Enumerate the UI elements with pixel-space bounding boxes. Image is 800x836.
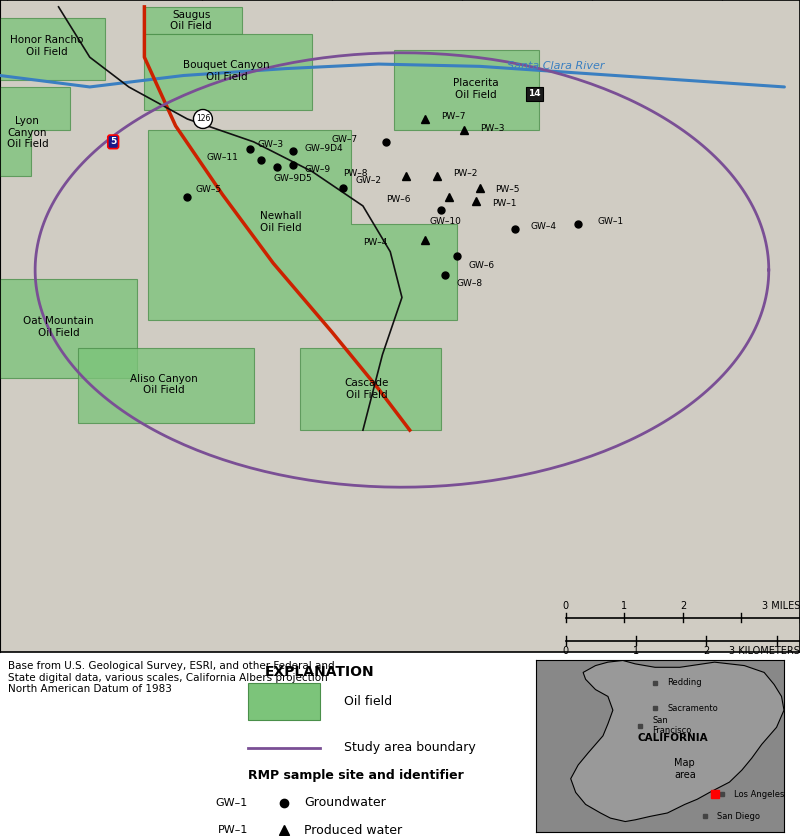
Text: Oil field: Oil field xyxy=(344,696,392,708)
Text: Bouquet Canyon
Oil Field: Bouquet Canyon Oil Field xyxy=(183,60,270,82)
Text: PW–4: PW–4 xyxy=(363,238,387,247)
Text: San
Francisco: San Francisco xyxy=(653,716,692,736)
Text: Study area boundary: Study area boundary xyxy=(344,742,476,754)
Text: Groundwater: Groundwater xyxy=(304,797,386,809)
Text: 0: 0 xyxy=(562,600,569,610)
Polygon shape xyxy=(0,279,137,378)
Polygon shape xyxy=(144,7,242,34)
Text: PW–5: PW–5 xyxy=(496,186,520,195)
Text: GW–8: GW–8 xyxy=(457,279,482,288)
Text: 14: 14 xyxy=(528,89,541,99)
Polygon shape xyxy=(394,50,538,130)
Text: Sacramento: Sacramento xyxy=(667,704,718,713)
Text: GW–5: GW–5 xyxy=(195,186,222,195)
Text: CALIFORNIA: CALIFORNIA xyxy=(637,732,708,742)
Text: PW–8: PW–8 xyxy=(343,170,368,178)
Text: Lyon
Canyon
Oil Field: Lyon Canyon Oil Field xyxy=(6,116,48,150)
Text: RMP sample site and identifier: RMP sample site and identifier xyxy=(248,769,464,782)
Text: PW–1: PW–1 xyxy=(492,199,516,208)
Text: GW–10: GW–10 xyxy=(430,217,461,227)
Text: GW–7: GW–7 xyxy=(332,135,358,144)
Text: PW–3: PW–3 xyxy=(480,124,505,133)
Text: 1: 1 xyxy=(633,646,639,656)
Polygon shape xyxy=(301,348,441,431)
Text: Saugus
Oil Field: Saugus Oil Field xyxy=(170,10,212,32)
Text: Base from U.S. Geological Survey, ESRI, and other Federal and
State digital data: Base from U.S. Geological Survey, ESRI, … xyxy=(8,661,334,695)
Text: GW–1: GW–1 xyxy=(216,798,248,808)
Polygon shape xyxy=(144,34,312,110)
Text: Map
area: Map area xyxy=(674,758,696,780)
Text: GW–4: GW–4 xyxy=(530,222,557,231)
Text: GW–2: GW–2 xyxy=(355,176,381,186)
Text: PW–6: PW–6 xyxy=(386,195,411,203)
Text: Los Angeles: Los Angeles xyxy=(734,790,785,798)
Text: Honor Rancho
Oil Field: Honor Rancho Oil Field xyxy=(10,35,83,57)
Text: 3 MILES: 3 MILES xyxy=(762,600,800,610)
Text: Produced water: Produced water xyxy=(304,824,402,836)
Text: Santa Clara River: Santa Clara River xyxy=(507,61,605,70)
Text: 2: 2 xyxy=(680,600,686,610)
Text: Newhall
Oil Field: Newhall Oil Field xyxy=(260,212,302,232)
Text: 1: 1 xyxy=(622,600,627,610)
Polygon shape xyxy=(570,660,784,822)
Text: GW–9D4: GW–9D4 xyxy=(304,145,343,153)
Polygon shape xyxy=(148,130,457,320)
Text: GW–9D5: GW–9D5 xyxy=(273,174,312,183)
Polygon shape xyxy=(0,87,70,176)
Text: Oat Mountain
Oil Field: Oat Mountain Oil Field xyxy=(23,316,94,338)
Text: EXPLANATION: EXPLANATION xyxy=(265,665,375,679)
Polygon shape xyxy=(78,348,254,423)
Polygon shape xyxy=(0,18,106,80)
Text: Aliso Canyon
Oil Field: Aliso Canyon Oil Field xyxy=(130,374,198,395)
Text: Cascade
Oil Field: Cascade Oil Field xyxy=(345,378,389,400)
Text: GW–6: GW–6 xyxy=(468,261,494,270)
Text: GW–1: GW–1 xyxy=(597,217,623,227)
Text: San Diego: San Diego xyxy=(717,812,760,821)
Text: GW–9: GW–9 xyxy=(304,165,330,174)
Text: PW–7: PW–7 xyxy=(441,112,466,121)
Text: 126: 126 xyxy=(196,115,210,124)
Text: Placerita
Oil Field: Placerita Oil Field xyxy=(454,79,499,100)
FancyBboxPatch shape xyxy=(248,683,320,720)
Text: 2: 2 xyxy=(703,646,710,656)
Text: PW–2: PW–2 xyxy=(453,170,477,178)
Text: 3 KILOMETERS: 3 KILOMETERS xyxy=(729,646,800,656)
Text: PW–1: PW–1 xyxy=(218,825,248,835)
Text: 0: 0 xyxy=(562,646,569,656)
Text: GW–3: GW–3 xyxy=(258,140,284,149)
Text: GW–11: GW–11 xyxy=(207,153,238,162)
Text: Redding: Redding xyxy=(667,678,702,687)
Text: 5: 5 xyxy=(110,137,116,146)
